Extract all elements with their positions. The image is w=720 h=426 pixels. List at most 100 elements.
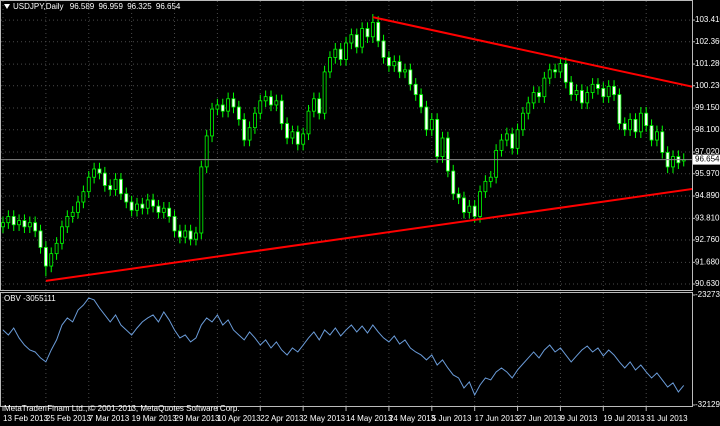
candle-body — [553, 69, 557, 73]
candle-body — [236, 106, 241, 120]
candle-body — [381, 40, 386, 58]
candle-body — [456, 193, 461, 199]
candle-body — [97, 168, 102, 174]
candle-body — [472, 205, 477, 217]
candle-body — [622, 123, 627, 131]
open-value: 96.589 — [70, 2, 95, 11]
candle-body — [38, 230, 43, 248]
price-label-box — [693, 154, 720, 165]
candle-body — [612, 85, 616, 96]
y-tick-label: 92.760 — [695, 235, 720, 244]
candle-body — [655, 131, 659, 141]
candle-body — [65, 216, 70, 228]
candle-body — [365, 28, 370, 38]
candle-body — [285, 123, 289, 139]
candle-body — [151, 199, 155, 207]
candle-body — [145, 199, 150, 209]
candle-body — [376, 21, 381, 42]
indicator-title: OBV -3055111 — [4, 294, 56, 303]
candle-body — [253, 112, 257, 129]
candle-body — [638, 112, 643, 133]
candle-body — [467, 205, 472, 213]
candle-body — [333, 48, 338, 58]
candle-body — [370, 21, 375, 38]
candle-body — [344, 42, 348, 60]
candle-body — [6, 216, 11, 224]
candle-body — [167, 207, 172, 217]
candle-body — [521, 112, 525, 131]
candle-body — [119, 178, 123, 195]
candle-body — [558, 63, 563, 73]
candle-body — [451, 170, 456, 195]
candle-body — [429, 119, 434, 131]
candle-body — [226, 98, 231, 112]
candle-body — [387, 57, 391, 67]
candle-body — [328, 57, 332, 73]
y-tick-label: 90.630 — [695, 279, 720, 288]
x-tick-label: 7 Mar 2013 — [89, 414, 130, 423]
candle-body — [419, 94, 423, 108]
candle-body — [263, 96, 268, 102]
candle-body — [515, 129, 520, 149]
candle-body — [671, 156, 675, 168]
candle-body — [488, 176, 493, 182]
x-tick-label: 19 Jul 2013 — [603, 414, 645, 423]
x-tick-label: 14 May 2013 — [346, 414, 393, 423]
candle-body — [27, 222, 32, 228]
candle-body — [392, 61, 397, 67]
candle-body — [102, 172, 107, 186]
y-tick-label: 100.230 — [695, 81, 720, 90]
candle-body — [590, 83, 595, 93]
candle-body — [183, 230, 188, 238]
candle-body — [403, 69, 407, 73]
candle-body — [242, 119, 247, 141]
candle-body — [585, 92, 590, 104]
candle-body — [478, 191, 482, 217]
candle-body — [204, 135, 209, 168]
candle-body — [231, 98, 236, 108]
candle-body — [215, 104, 220, 110]
candle-body — [49, 253, 54, 267]
candle-body — [135, 203, 139, 211]
chart-title: USDJPY,Daily — [13, 2, 64, 11]
candle-body — [247, 127, 252, 141]
trend-line — [372, 16, 692, 88]
candle-body — [531, 92, 536, 104]
candle-body — [317, 98, 322, 114]
y-tick-label: -3212942 — [695, 400, 720, 409]
candle-body — [17, 220, 21, 226]
candle-body — [258, 100, 263, 114]
y-tick-label: 94.890 — [695, 191, 720, 200]
candle-body — [92, 168, 97, 178]
candle-body — [424, 106, 429, 131]
candle-body — [124, 193, 129, 203]
candle-body — [54, 242, 59, 255]
x-tick-label: 24 May 2013 — [389, 414, 436, 423]
x-tick-label: 27 Jun 2013 — [518, 414, 563, 423]
candle-body — [220, 104, 225, 112]
candle-body — [494, 149, 499, 178]
candle-body — [547, 69, 552, 79]
low-value: 96.325 — [127, 2, 152, 11]
price-label: 96.654 — [695, 155, 720, 164]
x-tick-label: 2 May 2013 — [303, 414, 345, 423]
candle-body — [322, 71, 327, 114]
x-tick-label: 19 Mar 2013 — [132, 414, 177, 423]
candle-body — [194, 232, 198, 240]
y-tick-label: 103.410 — [695, 15, 720, 24]
candle-body — [279, 100, 284, 124]
candle-body — [628, 119, 633, 131]
candle-body — [129, 201, 134, 211]
candle-body — [274, 100, 279, 106]
y-tick-label: 99.150 — [695, 103, 720, 112]
candle-body — [483, 180, 488, 193]
x-tick-label: 29 Mar 2013 — [175, 414, 220, 423]
candle-body — [445, 137, 450, 172]
x-tick-label: 25 Feb 2013 — [46, 414, 91, 423]
candle-body — [462, 197, 466, 213]
candle-body — [349, 34, 354, 44]
candle-body — [606, 85, 611, 98]
candle-body — [360, 28, 365, 48]
